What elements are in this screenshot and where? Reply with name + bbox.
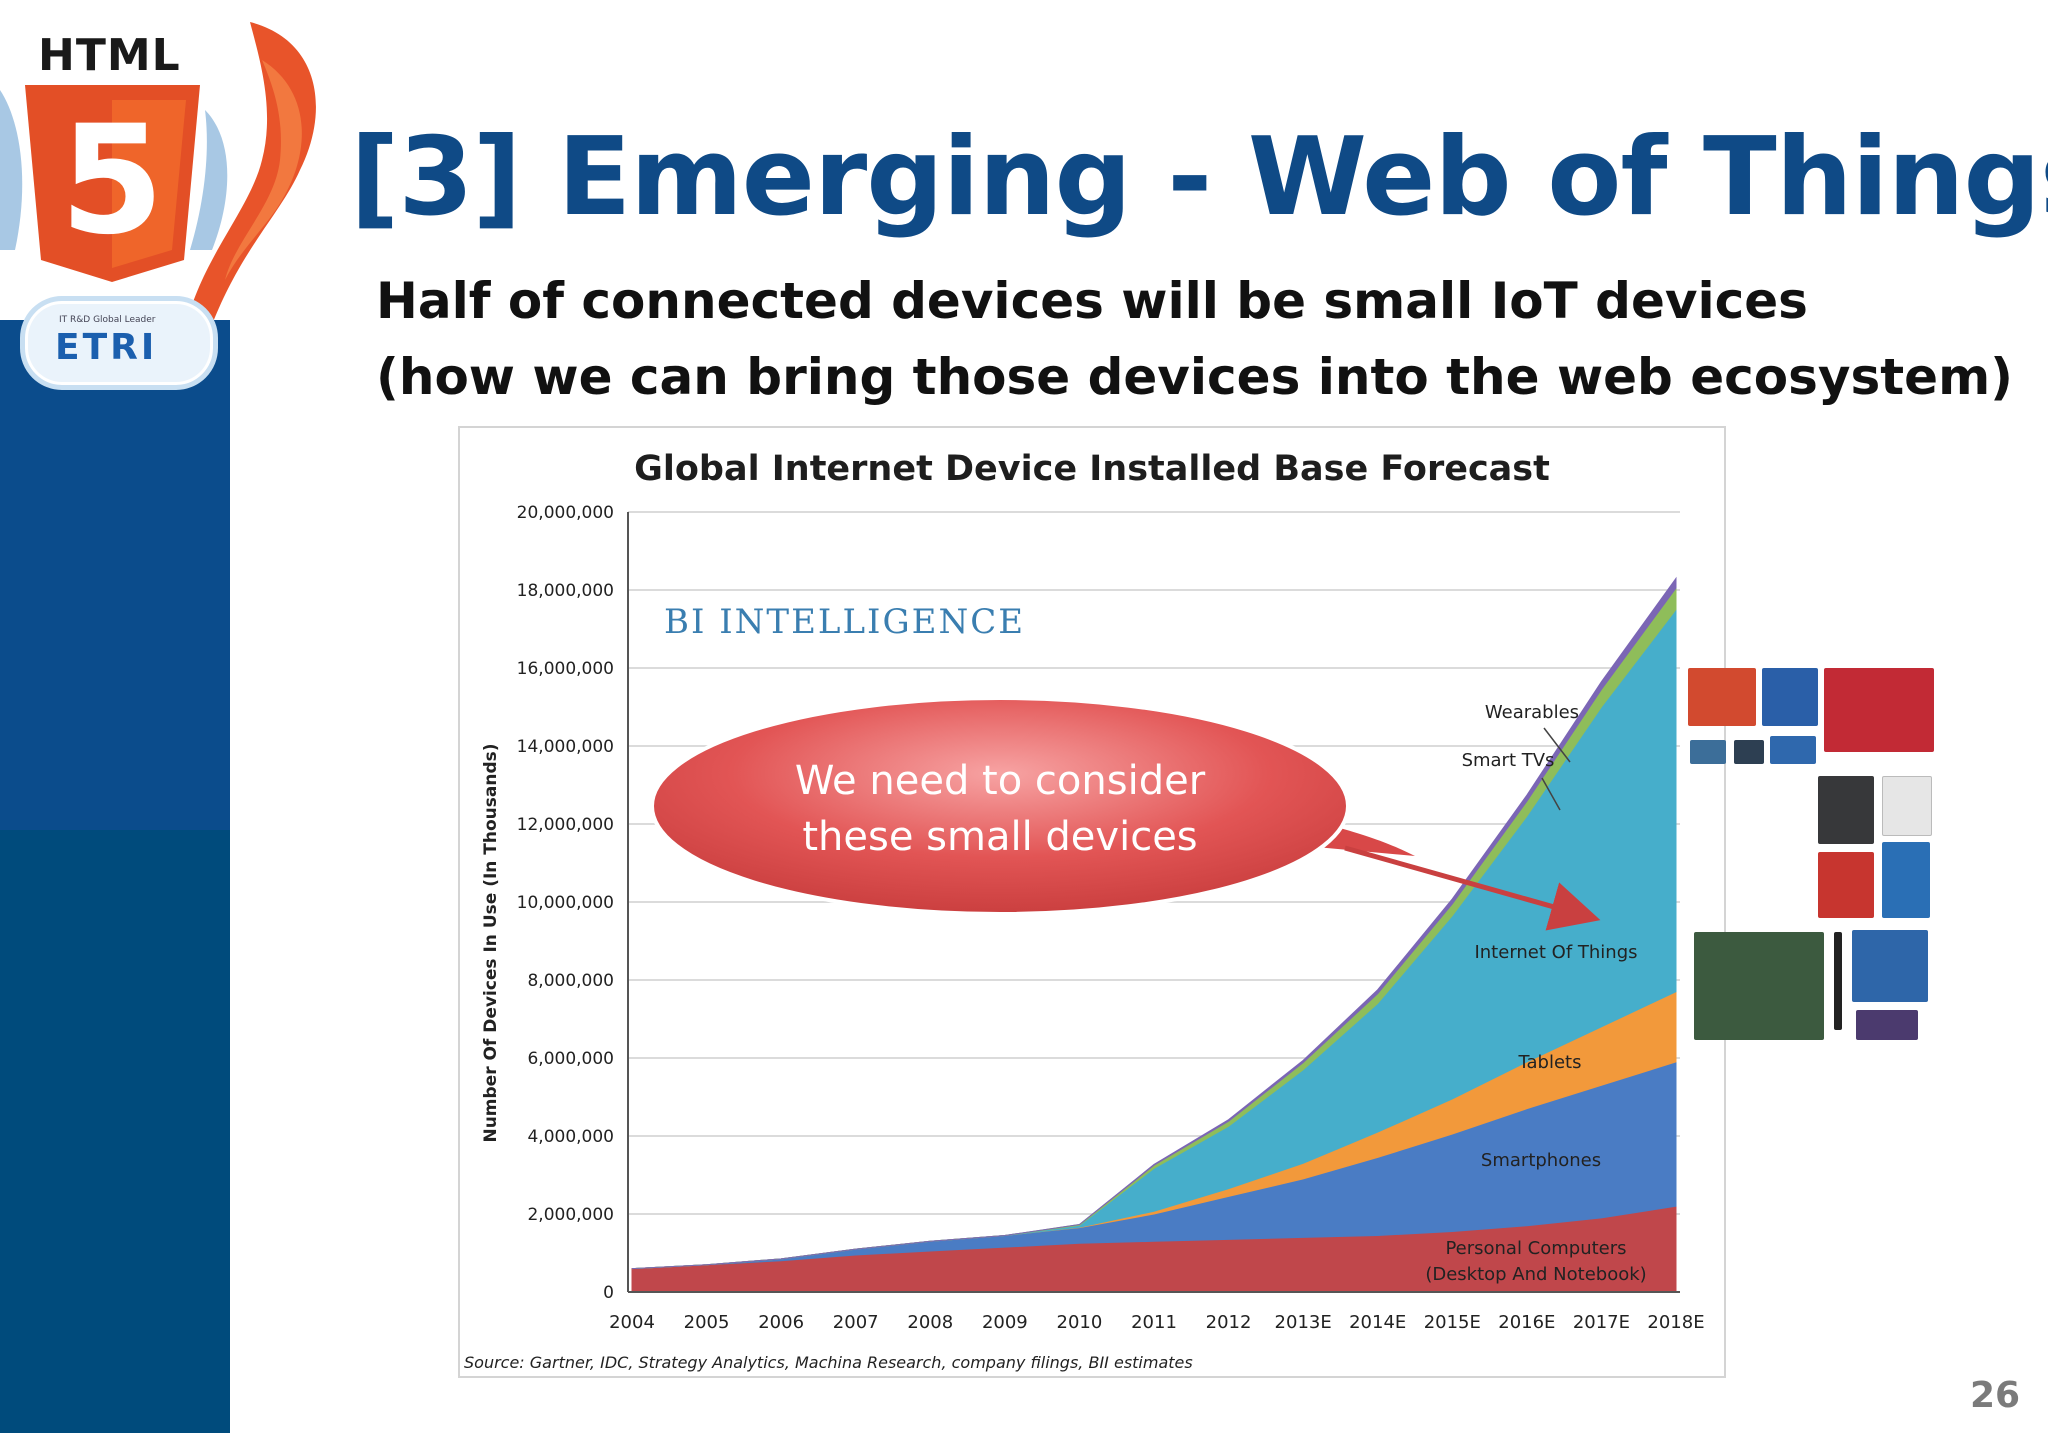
bi-intelligence-brand: BI INTELLIGENCE [664, 602, 1025, 642]
wearables-pointer [1543, 727, 1571, 763]
etri-label: ETRI [55, 327, 158, 368]
subtitle-line-1: Half of connected devices will be small … [376, 272, 1808, 330]
x-tick-label: 2009 [982, 1312, 1028, 1333]
forecast-chart: Global Internet Device Installed Base Fo… [464, 449, 1705, 1372]
x-tick-label: 2005 [684, 1312, 730, 1333]
x-tick-label: 2004 [609, 1312, 655, 1333]
chart-frame: Global Internet Device Installed Base Fo… [458, 426, 1726, 1378]
y-axis-label: Number Of Devices In Use (In Thousands) [481, 743, 501, 1142]
page-number: 26 [1970, 1375, 2021, 1416]
y-tick-label: 10,000,000 [517, 893, 614, 913]
html-label: HTML [38, 30, 181, 81]
callout-text-line-1: We need to consider [795, 758, 1206, 804]
html5-logo: 5 HTML IT R&D Global Leader ETRI [0, 0, 330, 400]
area-series [631, 576, 1677, 1270]
x-tick-label: 2018E [1647, 1312, 1704, 1333]
y-tick-label: 20,000,000 [517, 503, 614, 523]
device-board-photo [1856, 1010, 1918, 1040]
series-label: Smart TVs [1462, 750, 1555, 771]
subtitle-line-2: (how we can bring those devices into the… [376, 348, 2014, 406]
device-board-photo [1818, 852, 1874, 918]
y-tick-label: 18,000,000 [517, 581, 614, 601]
series-label: (Desktop And Notebook) [1425, 1264, 1646, 1285]
y-tick-label: 16,000,000 [517, 659, 614, 679]
series-label: Tablets [1518, 1052, 1582, 1073]
series-label: Personal Computers [1445, 1238, 1626, 1259]
smart-tvs-pointer [1541, 777, 1561, 811]
y-tick-label: 12,000,000 [517, 815, 614, 835]
device-board-photo [1824, 668, 1934, 752]
series-label: Smartphones [1481, 1150, 1601, 1171]
callout-bubble [650, 696, 1350, 916]
x-tick-label: 2007 [833, 1312, 879, 1333]
sidebar-band-middle [0, 320, 230, 830]
etri-tagline: IT R&D Global Leader [59, 315, 156, 325]
device-board-photo [1818, 776, 1874, 844]
x-tick-label: 2017E [1573, 1312, 1630, 1333]
etri-logo: IT R&D Global Leader ETRI [20, 296, 218, 390]
device-board-photo [1852, 930, 1928, 1002]
series-label: Wearables [1485, 702, 1579, 723]
y-tick-label: 2,000,000 [527, 1205, 614, 1225]
page-title: [3] Emerging - Web of Things [350, 115, 2048, 240]
device-board-photo [1734, 740, 1764, 764]
device-board-photo [1882, 776, 1932, 836]
chart-title: Global Internet Device Installed Base Fo… [634, 449, 1550, 489]
x-tick-label: 2013E [1275, 1312, 1332, 1333]
device-board-photo [1834, 932, 1842, 1030]
x-tick-label: 2008 [907, 1312, 953, 1333]
x-tick-label: 2012 [1206, 1312, 1252, 1333]
html5-number: 5 [60, 94, 164, 268]
series-label: Internet Of Things [1474, 942, 1637, 963]
y-tick-label: 0 [603, 1283, 614, 1303]
callout-arrow [1344, 845, 1601, 931]
x-tick-label: 2015E [1424, 1312, 1481, 1333]
x-tick-label: 2014E [1349, 1312, 1406, 1333]
device-board-photo [1690, 740, 1726, 764]
sidebar-band-lower [0, 830, 230, 1433]
callout-text-line-2: these small devices [802, 814, 1197, 860]
device-board-photo [1694, 932, 1824, 1040]
html5-logo-graphic: 5 [0, 22, 316, 330]
device-board-photo [1770, 736, 1816, 764]
y-tick-label: 4,000,000 [527, 1127, 614, 1147]
y-tick-label: 14,000,000 [517, 737, 614, 757]
x-tick-label: 2011 [1131, 1312, 1177, 1333]
x-tick-label: 2016E [1498, 1312, 1555, 1333]
device-board-photo [1882, 842, 1930, 918]
device-board-photo [1762, 668, 1818, 726]
x-tick-label: 2006 [758, 1312, 804, 1333]
y-tick-label: 8,000,000 [527, 971, 614, 991]
device-board-photo [1688, 668, 1756, 726]
x-tick-label: 2010 [1057, 1312, 1103, 1333]
chart-source: Source: Gartner, IDC, Strategy Analytics… [464, 1353, 1193, 1372]
y-tick-label: 6,000,000 [527, 1049, 614, 1069]
